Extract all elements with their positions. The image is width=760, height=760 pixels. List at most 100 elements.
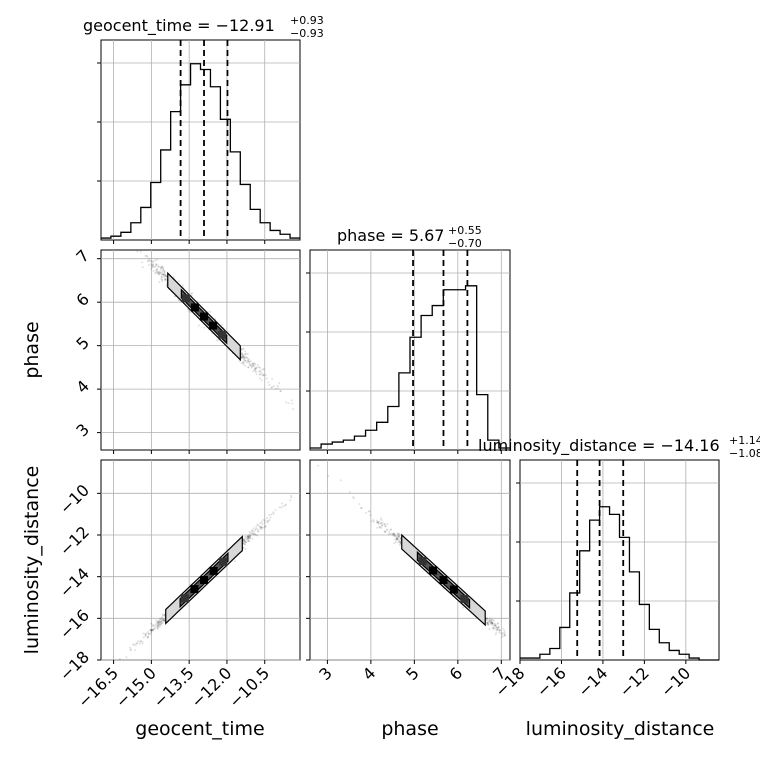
sample-point bbox=[247, 537, 250, 540]
density-cell bbox=[439, 576, 448, 584]
sample-point bbox=[244, 537, 247, 540]
sample-point bbox=[151, 266, 154, 269]
sample-point bbox=[268, 518, 271, 521]
sample-point bbox=[500, 635, 503, 638]
sample-point bbox=[152, 264, 155, 267]
sample-point bbox=[370, 520, 373, 523]
sample-point bbox=[287, 402, 290, 405]
sample-point bbox=[155, 621, 158, 624]
sample-point bbox=[493, 627, 496, 630]
sample-point bbox=[368, 510, 371, 513]
sample-point bbox=[164, 278, 167, 281]
sample-point bbox=[160, 621, 163, 624]
sample-point bbox=[491, 621, 494, 624]
sample-point bbox=[141, 642, 144, 645]
sample-point bbox=[256, 528, 259, 531]
sample-point bbox=[247, 360, 250, 363]
sample-point bbox=[156, 624, 159, 627]
sample-point bbox=[246, 361, 249, 364]
sample-point bbox=[396, 532, 399, 535]
sample-point bbox=[489, 622, 492, 625]
sample-point bbox=[375, 521, 378, 524]
sample-point bbox=[394, 538, 397, 541]
sample-point bbox=[244, 359, 247, 362]
sample-point bbox=[243, 357, 246, 360]
sample-point bbox=[177, 298, 180, 301]
sample-point bbox=[244, 353, 247, 356]
sample-point bbox=[142, 632, 145, 635]
sample-point bbox=[252, 370, 255, 373]
x-tick-label: −10.5 bbox=[225, 663, 273, 711]
sample-point bbox=[151, 628, 154, 631]
density-cell bbox=[418, 557, 427, 565]
sample-point bbox=[156, 620, 159, 623]
sample-point bbox=[159, 619, 162, 622]
sample-point bbox=[157, 622, 160, 625]
sample-point bbox=[395, 538, 398, 541]
sample-point bbox=[164, 273, 167, 276]
sample-point bbox=[157, 621, 160, 624]
hist-panel-luminosity-distance bbox=[516, 459, 720, 661]
sample-point bbox=[393, 534, 396, 537]
sample-point bbox=[147, 264, 150, 267]
sample-point bbox=[165, 275, 168, 278]
sample-point bbox=[378, 520, 381, 523]
sample-point bbox=[147, 632, 150, 635]
sample-point bbox=[397, 540, 400, 543]
sample-point bbox=[159, 621, 162, 624]
sample-point bbox=[162, 269, 165, 272]
sample-point bbox=[138, 642, 141, 645]
sample-point bbox=[154, 626, 157, 629]
sample-point bbox=[494, 626, 497, 629]
sample-point bbox=[161, 278, 164, 281]
sample-point bbox=[269, 516, 272, 519]
sample-point bbox=[261, 523, 264, 526]
sample-point bbox=[247, 535, 250, 538]
sample-point bbox=[241, 354, 244, 357]
sample-point bbox=[242, 357, 245, 360]
sample-point bbox=[247, 360, 250, 363]
sample-point bbox=[386, 529, 389, 532]
sample-point bbox=[248, 361, 251, 364]
sample-point bbox=[156, 625, 159, 628]
sample-point bbox=[395, 537, 398, 540]
sample-point bbox=[390, 528, 393, 531]
sample-point bbox=[244, 352, 247, 355]
sample-point bbox=[489, 617, 492, 620]
hist-panel-phase bbox=[306, 249, 511, 451]
sample-point bbox=[155, 624, 158, 627]
panel-titles: geocent_time = −12.91 +0.93 −0.93 phase … bbox=[83, 14, 760, 460]
y-tick-label: −16 bbox=[56, 606, 93, 643]
sample-point bbox=[247, 537, 250, 540]
sample-point bbox=[388, 531, 391, 534]
sample-point bbox=[160, 272, 163, 275]
sample-point bbox=[246, 535, 249, 538]
sample-point bbox=[487, 620, 490, 623]
sample-point bbox=[485, 617, 488, 620]
sample-point bbox=[398, 539, 401, 542]
sample-point bbox=[398, 535, 401, 538]
sample-point bbox=[162, 273, 165, 276]
sample-point bbox=[246, 534, 249, 537]
sample-point bbox=[161, 273, 164, 276]
sample-point bbox=[285, 401, 288, 404]
sample-point bbox=[152, 260, 155, 263]
sample-point bbox=[491, 622, 494, 625]
histogram-geocent-time bbox=[101, 63, 300, 239]
sample-point bbox=[490, 621, 493, 624]
sample-point bbox=[490, 620, 493, 623]
sample-point bbox=[146, 260, 149, 263]
scatter-phase-vs-luminosity-distance bbox=[306, 459, 511, 661]
sample-point bbox=[274, 508, 277, 511]
sample-point bbox=[245, 538, 248, 541]
sample-point bbox=[160, 620, 163, 623]
y-tick-label: 3 bbox=[72, 420, 93, 441]
sample-point bbox=[367, 510, 370, 513]
sample-point bbox=[161, 622, 164, 625]
sample-point bbox=[376, 521, 379, 524]
sample-point bbox=[265, 377, 268, 380]
sample-point bbox=[258, 525, 261, 528]
sample-point bbox=[260, 379, 263, 382]
sample-point bbox=[241, 356, 244, 359]
